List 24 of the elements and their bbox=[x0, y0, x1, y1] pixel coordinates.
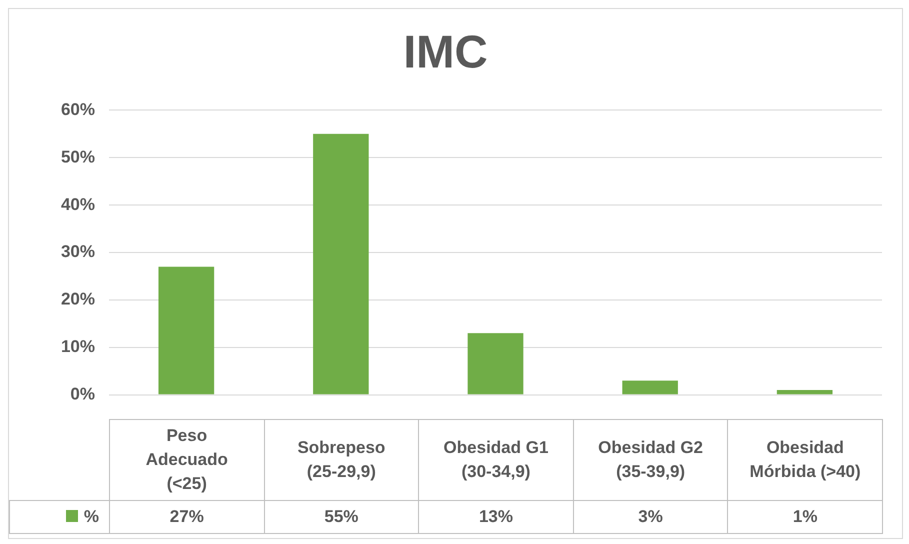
y-tick-label: 50% bbox=[60, 147, 95, 166]
data-label: 13% bbox=[418, 500, 574, 534]
data-label: 55% bbox=[264, 500, 419, 534]
x-tick-label: Obesidad G1 (30-34,9) bbox=[418, 420, 574, 500]
bar bbox=[468, 333, 524, 394]
y-tick-label: 60% bbox=[60, 100, 95, 119]
data-label: 27% bbox=[110, 500, 264, 534]
x-tick-label: Obesidad G2 (35-39,9) bbox=[573, 420, 728, 500]
y-tick-label: 40% bbox=[60, 194, 95, 214]
y-tick-label: 0% bbox=[70, 384, 95, 404]
bar bbox=[313, 134, 369, 394]
x-tick-label: Obesidad Mórbida (>40) bbox=[728, 420, 882, 500]
bar bbox=[158, 266, 214, 394]
x-tick-label: Peso Adecuado (<25) bbox=[110, 420, 264, 500]
chart-title: IMC bbox=[403, 25, 488, 78]
x-tick-label: Sobrepeso (25-29,9) bbox=[264, 420, 419, 500]
legend-label: % bbox=[84, 507, 99, 526]
data-label: 1% bbox=[728, 500, 882, 534]
y-tick-label: 30% bbox=[60, 242, 95, 262]
y-tick-label: 20% bbox=[60, 290, 95, 309]
y-tick-label: 10% bbox=[60, 337, 95, 356]
bar bbox=[776, 390, 833, 394]
bar bbox=[622, 380, 678, 394]
data-label: 3% bbox=[573, 500, 728, 534]
